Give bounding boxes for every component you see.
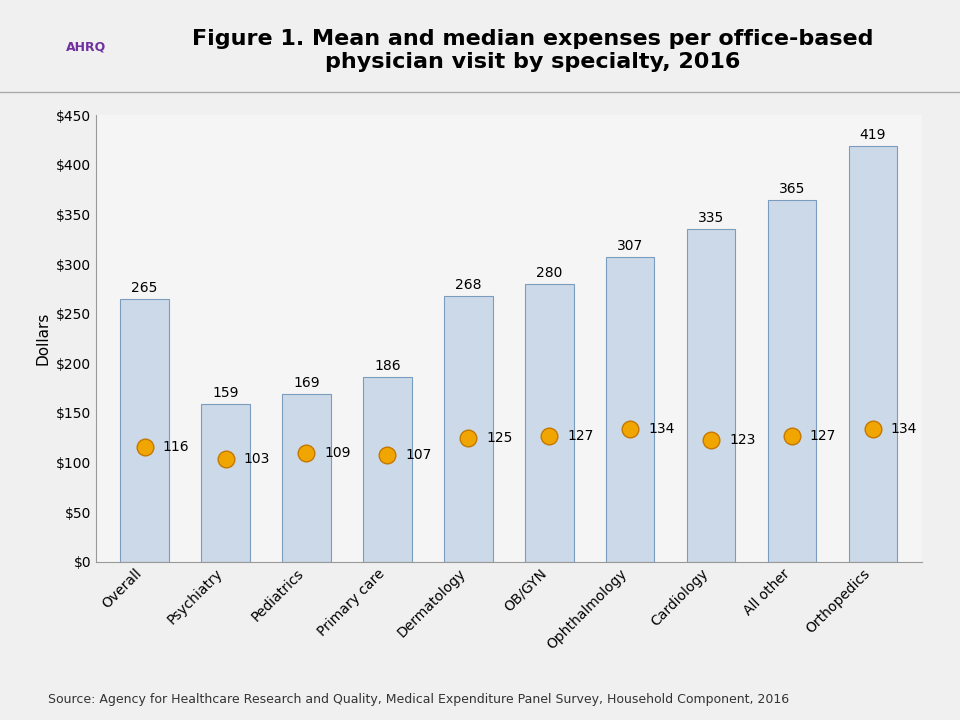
Text: 419: 419 bbox=[860, 128, 886, 142]
Text: 169: 169 bbox=[293, 376, 320, 390]
Text: 125: 125 bbox=[486, 431, 513, 444]
Bar bbox=[444, 296, 492, 562]
Bar bbox=[363, 377, 412, 562]
Bar bbox=[525, 284, 573, 562]
Text: Source: Agency for Healthcare Research and Quality, Medical Expenditure Panel Su: Source: Agency for Healthcare Research a… bbox=[48, 693, 789, 706]
Text: 103: 103 bbox=[243, 452, 270, 467]
Text: 159: 159 bbox=[212, 386, 239, 400]
Text: 268: 268 bbox=[455, 278, 482, 292]
Y-axis label: Dollars: Dollars bbox=[36, 312, 50, 365]
Text: 127: 127 bbox=[567, 428, 593, 443]
Text: 116: 116 bbox=[162, 439, 189, 454]
Bar bbox=[202, 404, 250, 562]
Bar bbox=[768, 199, 816, 562]
Text: 335: 335 bbox=[698, 211, 724, 225]
Text: Figure 1. Mean and median expenses per office-based
physician visit by specialty: Figure 1. Mean and median expenses per o… bbox=[192, 29, 874, 72]
Text: AHRQ: AHRQ bbox=[66, 40, 107, 53]
Text: 134: 134 bbox=[891, 422, 917, 436]
Text: 265: 265 bbox=[132, 281, 157, 294]
Bar bbox=[120, 299, 169, 562]
Bar bbox=[606, 257, 655, 562]
Text: 127: 127 bbox=[810, 428, 836, 443]
Text: 307: 307 bbox=[617, 239, 643, 253]
Text: 107: 107 bbox=[405, 449, 432, 462]
Text: 365: 365 bbox=[779, 181, 805, 196]
Text: 123: 123 bbox=[729, 433, 756, 446]
Bar bbox=[686, 229, 735, 562]
Bar bbox=[849, 146, 898, 562]
Text: 134: 134 bbox=[648, 422, 674, 436]
Bar bbox=[282, 394, 331, 562]
Text: 186: 186 bbox=[374, 359, 400, 373]
Text: 109: 109 bbox=[324, 446, 350, 461]
Text: 280: 280 bbox=[536, 266, 563, 280]
